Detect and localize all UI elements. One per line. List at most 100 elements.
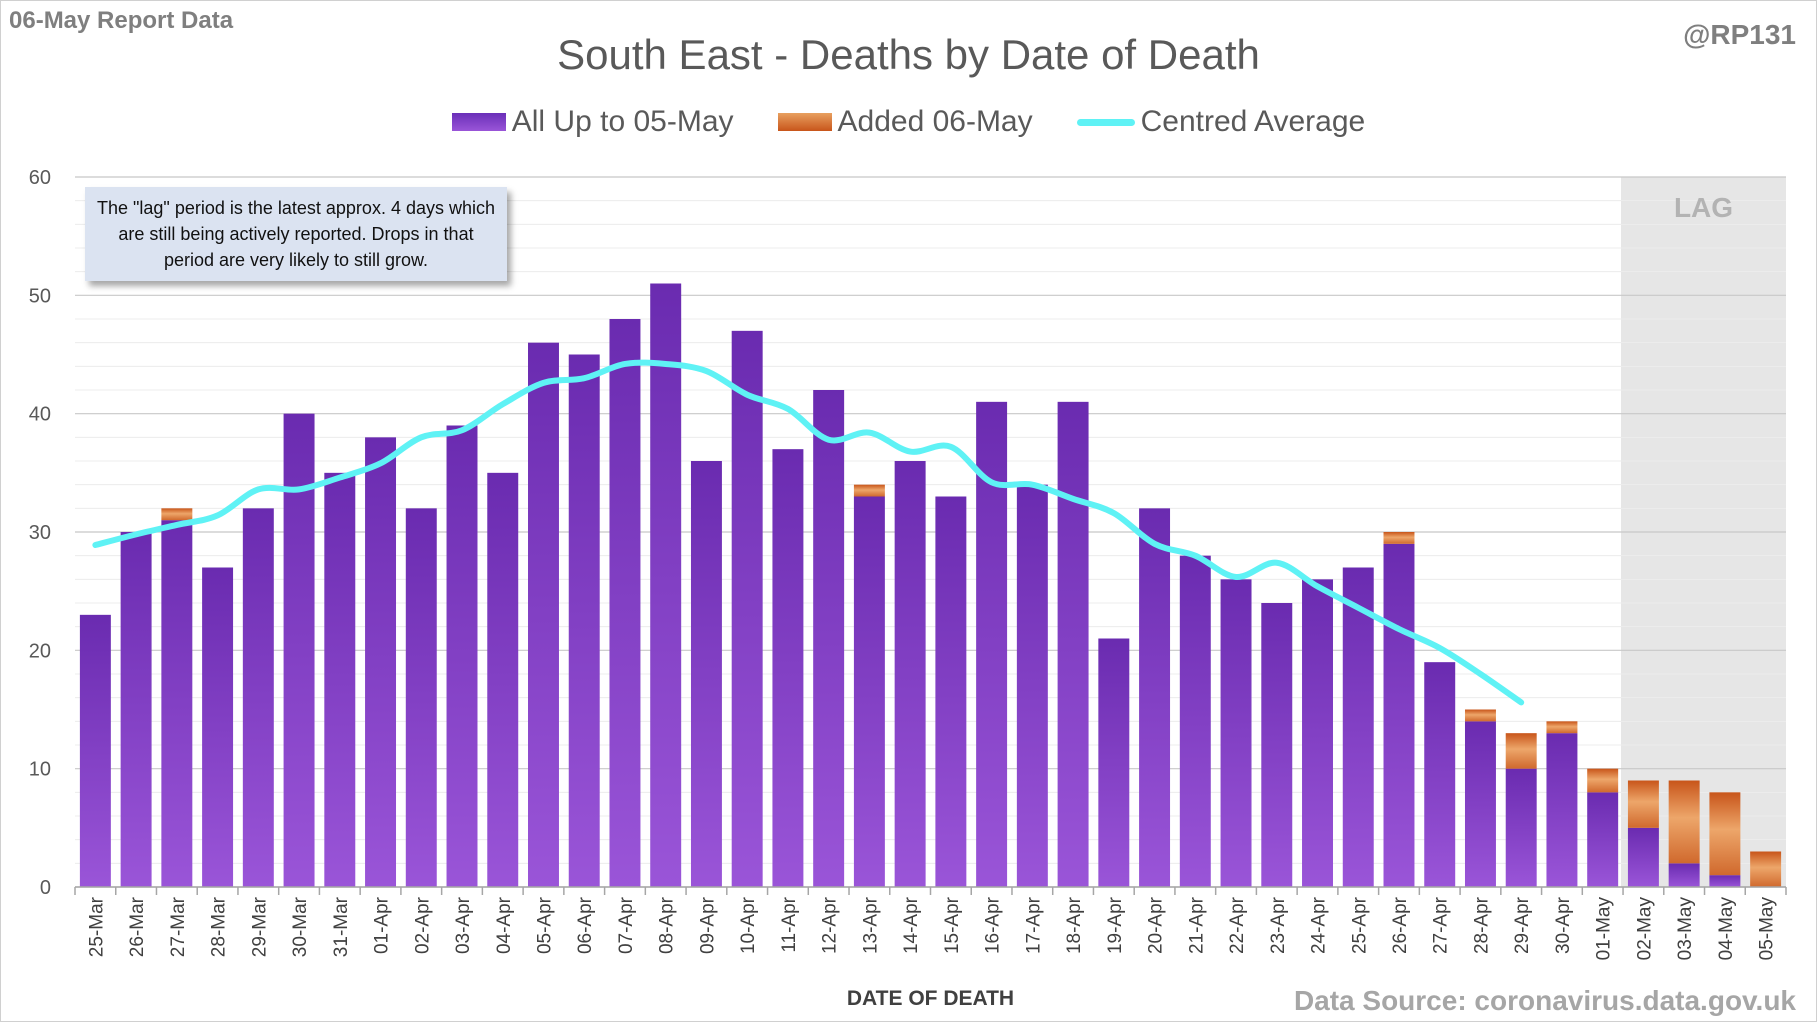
bar-all [79,614,111,887]
lag-label: LAG [1674,192,1733,223]
bar-all [609,319,641,887]
bar-all [1505,768,1537,887]
bar-all [1302,579,1333,887]
legend-label-added: Added 06-May [837,105,1033,138]
bar-all [528,342,559,888]
x-tick-label: 22-Apr [1227,896,1248,954]
author-handle: @RP131 [1683,19,1796,50]
x-tick-label: 27-Mar [168,896,189,957]
chart-title: South East - Deaths by Date of Death [557,31,1260,78]
x-tick-label: 20-Apr [1146,896,1167,954]
bar-all [935,496,967,887]
bar-all [1587,792,1619,887]
x-tick-label: 25-Mar [86,896,107,957]
bar-added [1627,780,1659,828]
x-tick-label: 09-Apr [697,896,718,954]
x-tick-label: 10-Apr [738,896,759,954]
x-tick-label: 21-Apr [1186,896,1207,954]
bar-all [568,354,600,887]
x-tick-label: 14-Apr [901,896,922,954]
bar-all [405,508,437,887]
bar-added [1750,851,1782,887]
bar-all [365,437,397,887]
bar-all [1016,484,1048,887]
bar-all [813,390,845,887]
y-tick-label: 10 [29,759,51,781]
x-tick-label: 08-Apr [657,896,678,954]
bar-added [1464,709,1496,722]
y-tick-label: 30 [29,522,51,544]
bar-added [1587,768,1619,793]
x-tick-label: 07-Apr [616,896,637,954]
bar-all [894,461,926,887]
bar-all [202,567,234,887]
legend-item-all: All Up to 05-May [451,105,734,139]
x-tick-label: 19-Apr [1105,896,1126,954]
x-axis-title: DATE OF DEATH [847,987,1014,1010]
x-tick-label: 02-May [1634,897,1655,961]
x-tick-label: 26-Mar [127,896,148,957]
bar-all [1220,579,1252,887]
x-tick-label: 29-Mar [249,896,270,957]
x-tick-label: 05-May [1757,897,1778,961]
legend-label-all: All Up to 05-May [511,105,734,138]
y-tick-label: 60 [29,167,51,189]
bar-all [1383,543,1415,887]
bar-all [650,283,682,887]
x-tick-label: 25-Apr [1349,896,1370,954]
x-tick-label: 11-Apr [779,896,800,952]
bar-all [731,330,763,887]
x-tick-label: 04-Apr [494,896,515,954]
data-source: Data Source: coronavirus.data.gov.uk [1293,985,1796,1016]
x-tick-label: 30-Mar [290,896,311,957]
x-tick-label: 17-Apr [1023,896,1044,954]
x-tick-label: 01-Apr [372,896,393,954]
x-tick-label: 27-Apr [1431,896,1452,954]
x-tick-label: 04-May [1716,897,1737,961]
y-tick-label: 0 [40,877,51,899]
x-tick-label: 31-Mar [331,896,352,957]
bar-all [1668,863,1700,887]
bar-all [161,520,193,887]
bar-all [1342,567,1374,887]
x-tick-label: 01-May [1594,897,1615,961]
bar-all [283,413,315,887]
x-tick-label: 03-Apr [453,896,474,954]
report-label: 06-May Report Data [9,7,234,34]
legend-item-average: Centred Average [1076,105,1365,139]
bar-all [1098,638,1130,887]
x-tick-label: 03-May [1675,897,1696,961]
bar-all [1464,721,1496,887]
legend-item-added: Added 06-May [777,105,1033,139]
x-tick-label: 18-Apr [1064,896,1085,954]
x-tick-label: 29-Apr [1512,896,1533,954]
bar-all [1709,875,1741,887]
legend-swatch-all [451,113,506,131]
bar-all [1179,555,1211,887]
bar-all [1261,603,1293,887]
bar-all [1139,508,1171,887]
lag-note: The "lag" period is the latest approx. 4… [85,187,507,281]
bar-all [324,472,356,887]
bar-added [1383,532,1415,544]
bar-all [487,472,519,887]
average-line [92,359,1525,706]
bar-added [1505,733,1537,769]
bar-all [1546,733,1578,887]
chart-legend: All Up to 05-May Added 06-May Centred Av… [1,105,1816,139]
y-tick-label: 40 [29,404,51,426]
x-tick-label: 06-Apr [575,896,596,954]
x-tick-label: 02-Apr [412,896,433,954]
bar-all [242,508,274,887]
y-tick-label: 20 [29,640,51,662]
x-tick-label: 23-Apr [1268,896,1289,954]
bar-all [853,496,885,887]
bar-all [446,425,478,887]
x-tick-label: 30-Apr [1553,896,1574,954]
legend-swatch-average [1076,118,1135,126]
x-tick-label: 28-Mar [209,896,230,957]
legend-swatch-added [777,113,832,131]
x-tick-label: 13-Apr [860,896,881,954]
